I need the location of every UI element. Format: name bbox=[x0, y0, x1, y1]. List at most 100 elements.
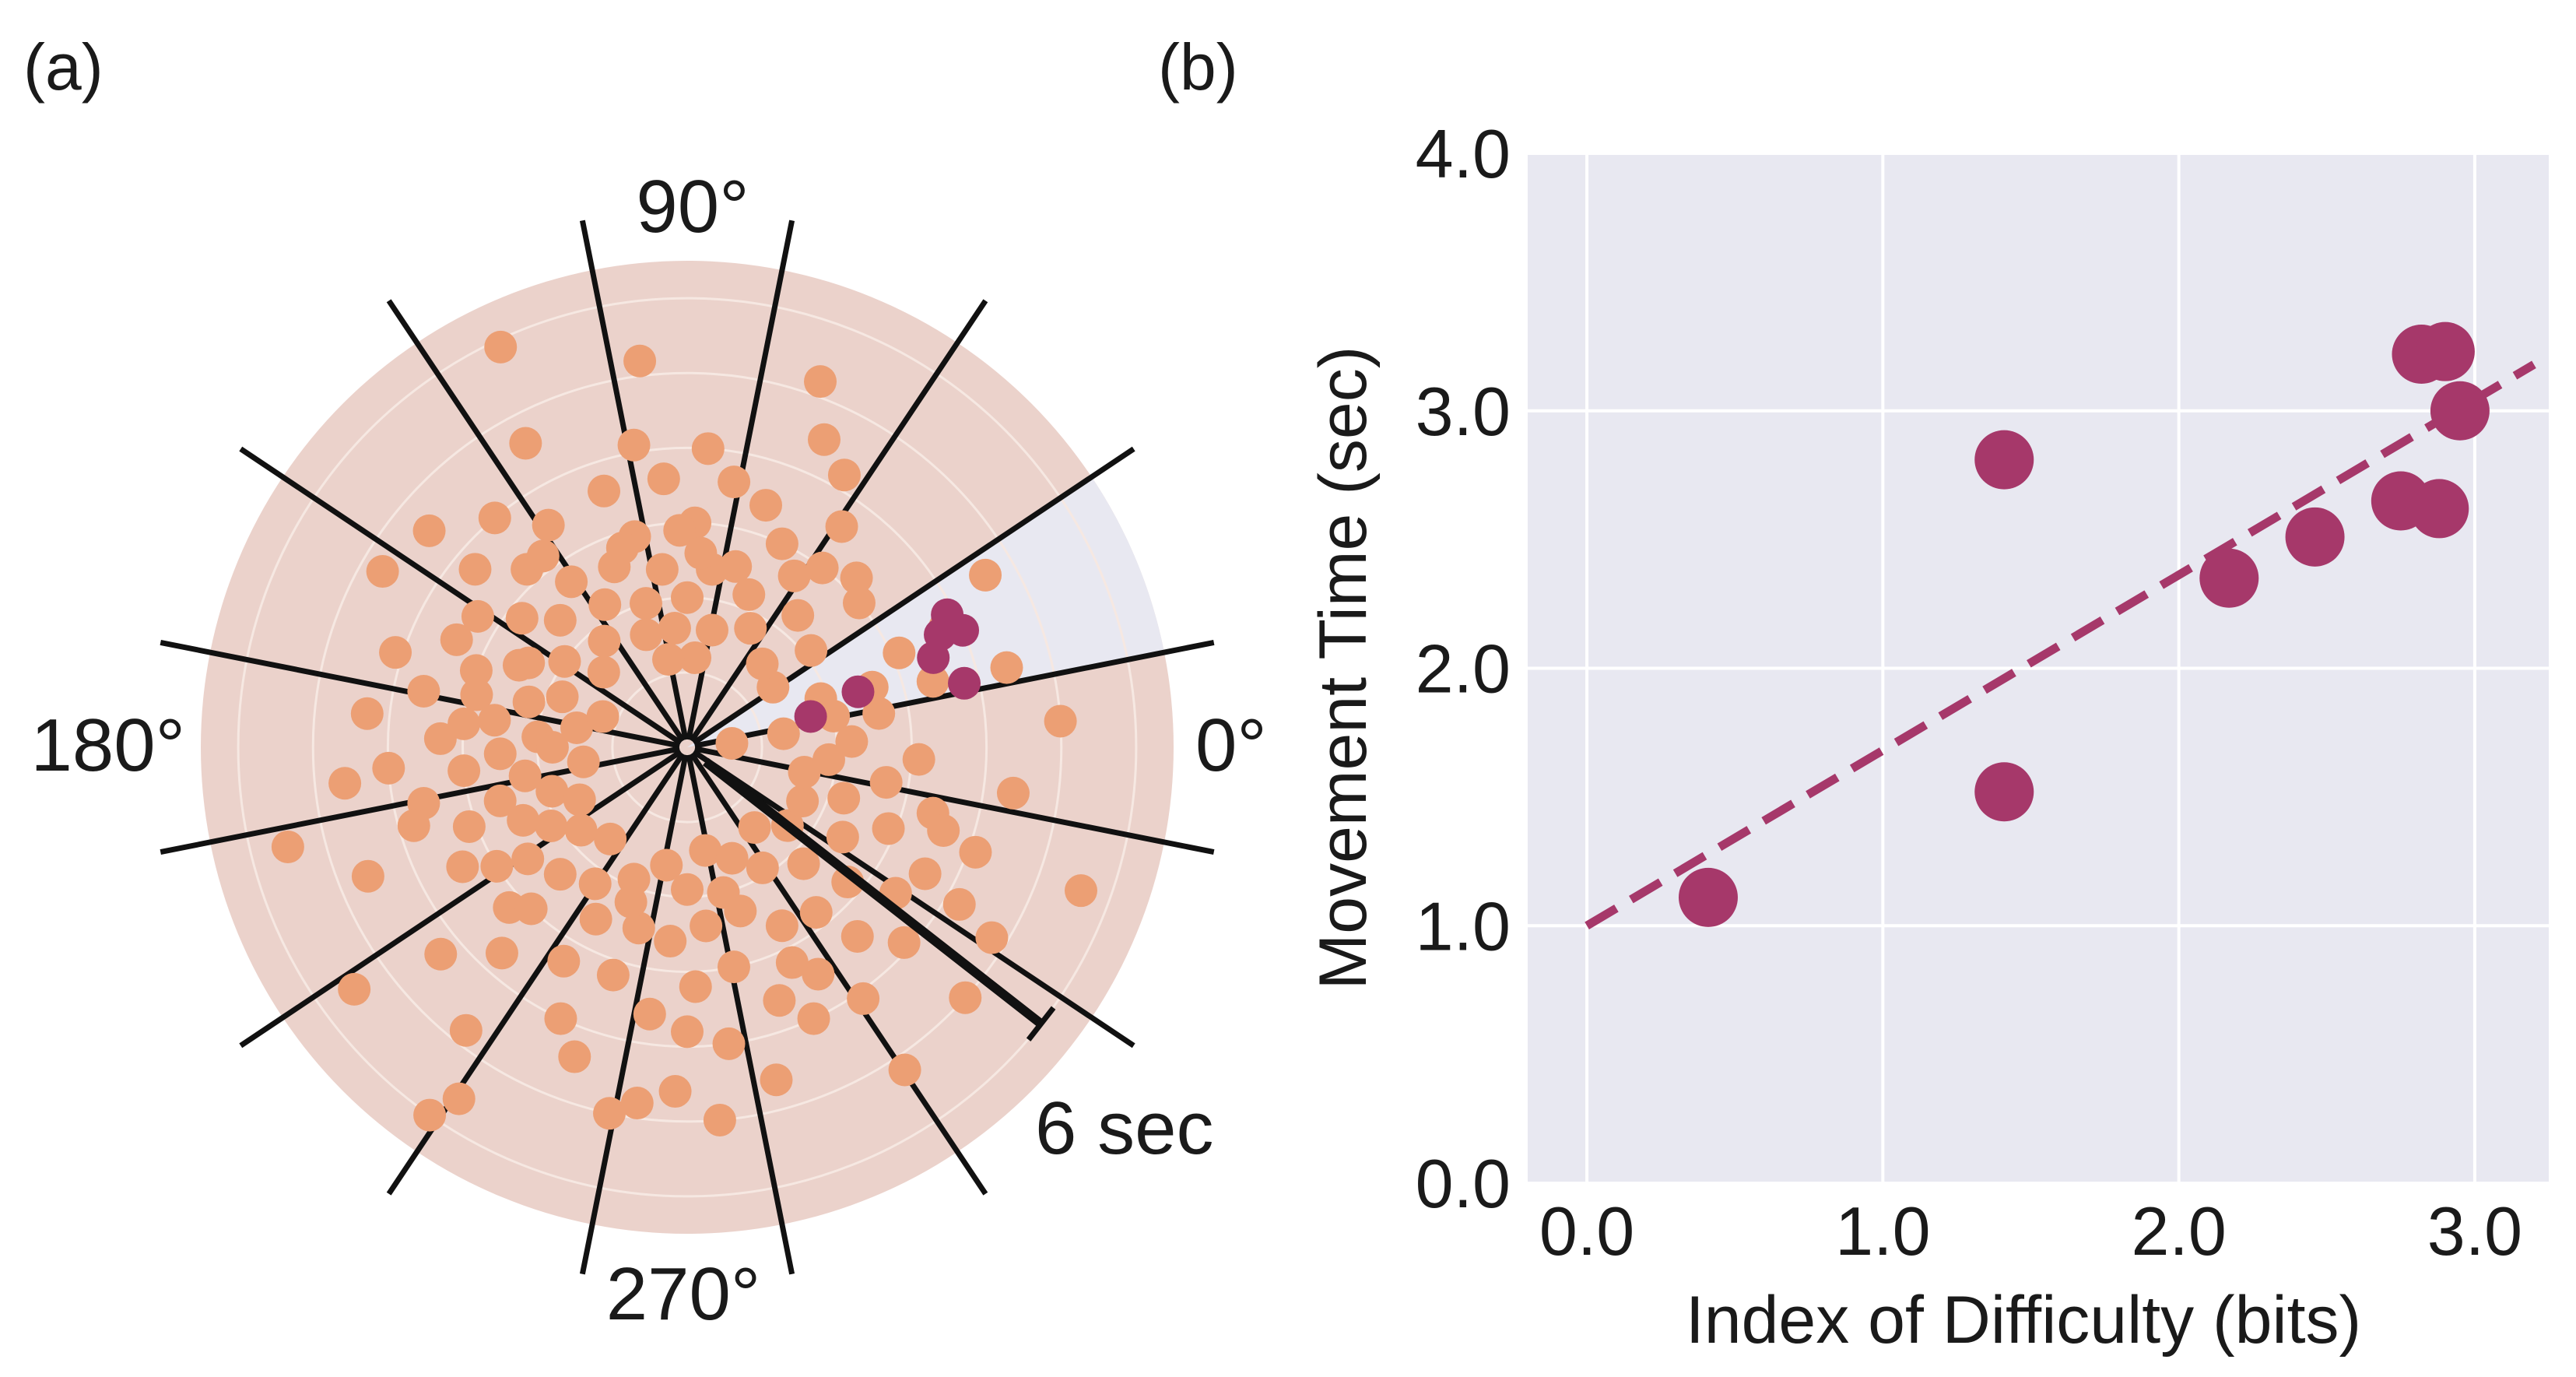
polar-point bbox=[535, 809, 568, 842]
polar-point bbox=[767, 717, 800, 750]
polar-point bbox=[888, 1053, 921, 1087]
polar-point bbox=[916, 665, 949, 698]
angle-label-270: 270° bbox=[606, 1252, 761, 1336]
polar-point bbox=[746, 851, 779, 884]
polar-point bbox=[512, 685, 546, 718]
x-axis-label: Index of Difficulty (bits) bbox=[1686, 1283, 2361, 1358]
polar-labels-layer: 6 sec 0° 90° 180° 270° bbox=[30, 165, 1266, 1336]
panel-a-label: (a) bbox=[23, 30, 104, 104]
polar-point bbox=[647, 462, 680, 496]
polar-point bbox=[442, 1082, 476, 1115]
x-tick-label: 3.0 bbox=[2427, 1193, 2522, 1270]
polar-point bbox=[449, 1013, 483, 1047]
polar-point bbox=[548, 645, 581, 678]
polar-point bbox=[840, 561, 873, 595]
radial-ring bbox=[311, 371, 1063, 1123]
x-tick-label: 1.0 bbox=[1835, 1193, 1930, 1270]
polar-point bbox=[446, 850, 479, 883]
polar-point bbox=[563, 783, 596, 817]
polar-point bbox=[684, 536, 718, 570]
polar-point bbox=[379, 636, 412, 669]
polar-point bbox=[478, 704, 511, 737]
polar-point bbox=[350, 697, 384, 730]
center-tick bbox=[686, 722, 695, 740]
center-tick bbox=[694, 739, 712, 748]
polar-point bbox=[560, 711, 593, 744]
center-tick bbox=[692, 731, 710, 745]
polar-point bbox=[645, 553, 679, 586]
polar-point bbox=[372, 751, 405, 785]
polar-point bbox=[795, 634, 828, 667]
polar-point bbox=[695, 613, 728, 647]
polar-point-highlight bbox=[917, 641, 950, 674]
polar-point-highlight bbox=[794, 700, 827, 733]
polar-point bbox=[1044, 704, 1077, 738]
polar-point bbox=[749, 489, 783, 522]
x-tick-label: 2.0 bbox=[2131, 1193, 2226, 1270]
polar-point bbox=[440, 623, 473, 656]
polar-point bbox=[424, 937, 458, 971]
polar-point bbox=[366, 555, 399, 588]
panel-b-scatter-chart: (b) 0.0 1.0 2.0 3.0 0.0 1.0 2.0 3.0 4.0 Index of… bbox=[1158, 30, 2549, 1358]
radial-ring bbox=[237, 297, 1138, 1198]
polar-point bbox=[633, 997, 666, 1031]
center-tick bbox=[679, 754, 688, 772]
polar-point bbox=[712, 1027, 746, 1060]
polar-point bbox=[787, 847, 820, 880]
polar-point bbox=[629, 587, 662, 620]
polar-point bbox=[507, 803, 540, 837]
center-tick bbox=[662, 746, 680, 755]
polar-point bbox=[458, 553, 492, 586]
polar-point bbox=[447, 754, 481, 788]
data-point bbox=[1974, 430, 2034, 490]
polar-point bbox=[596, 958, 630, 992]
polar-point bbox=[567, 745, 600, 778]
center-tick bbox=[686, 754, 695, 772]
polar-point bbox=[535, 775, 569, 808]
polar-point bbox=[658, 611, 691, 645]
polar-point bbox=[1064, 874, 1097, 908]
polar-point bbox=[797, 1002, 830, 1035]
data-point bbox=[2415, 321, 2475, 381]
polar-point bbox=[511, 842, 545, 876]
fit-line-layer bbox=[1585, 360, 2536, 929]
y-tick-label: 2.0 bbox=[1416, 631, 1511, 708]
radial-scale-bar bbox=[702, 757, 1044, 1027]
polar-point bbox=[847, 982, 880, 1015]
radial-scale-cap bbox=[1026, 1006, 1056, 1042]
polar-point bbox=[788, 755, 821, 789]
polar-point bbox=[587, 655, 620, 689]
direction-spoke bbox=[694, 750, 1135, 1049]
polar-point bbox=[969, 558, 1002, 592]
polar-point bbox=[942, 887, 976, 921]
polar-point bbox=[588, 474, 621, 508]
polar-point bbox=[717, 950, 750, 984]
polar-point bbox=[883, 636, 916, 669]
polar-point bbox=[544, 1002, 577, 1035]
polar-point bbox=[505, 602, 539, 635]
polar-point bbox=[975, 921, 1009, 954]
polar-point bbox=[658, 1075, 692, 1108]
polar-point bbox=[623, 344, 657, 378]
data-point bbox=[2199, 548, 2259, 608]
polar-point bbox=[746, 647, 779, 680]
polar-point bbox=[508, 759, 542, 792]
polar-point bbox=[564, 813, 598, 847]
polar-point bbox=[671, 581, 704, 614]
polar-point bbox=[478, 501, 511, 535]
polar-point bbox=[614, 885, 648, 919]
polar-point bbox=[763, 984, 796, 1017]
polar-point bbox=[543, 858, 577, 891]
y-tick-label: 3.0 bbox=[1416, 373, 1511, 450]
polar-point bbox=[734, 612, 767, 645]
center-tick bbox=[671, 725, 685, 743]
polar-point bbox=[862, 697, 896, 730]
tick-labels-layer: 0.0 1.0 2.0 3.0 0.0 1.0 2.0 3.0 4.0 bbox=[1416, 115, 2522, 1270]
polar-point bbox=[423, 722, 457, 755]
polar-point bbox=[480, 849, 514, 883]
center-tick bbox=[662, 739, 680, 748]
polar-point bbox=[483, 784, 517, 817]
polar-point bbox=[827, 458, 861, 492]
polar-point bbox=[679, 970, 712, 1003]
